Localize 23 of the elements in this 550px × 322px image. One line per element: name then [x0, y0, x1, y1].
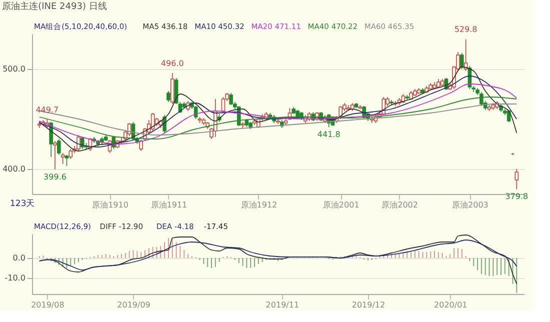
x-tick-label: 原油2002: [382, 200, 418, 210]
x-tick-label: 原油1911: [150, 200, 188, 210]
x-tick-label: 原油1912: [240, 200, 278, 210]
chart-title: 原油主连(INE 2493) 日线: [2, 1, 107, 12]
annotation: 441.8: [317, 130, 340, 140]
annotation: 449.7: [36, 105, 59, 114]
x-tick-label: 2019/08: [31, 300, 64, 310]
annotation: 496.0: [160, 59, 184, 68]
x-tick-label: 2020/01: [434, 300, 468, 310]
x-tick-label: 原油1910: [92, 200, 128, 210]
annotation: 529.8: [454, 25, 478, 34]
x-axis-title: 123天: [10, 198, 36, 209]
y-tick-label: 0.0: [12, 254, 26, 262]
x-tick-label: 原油2003: [452, 200, 488, 210]
y-tick-label: 400.0: [2, 164, 26, 174]
y-tick-label: -10.0: [4, 274, 26, 282]
annotation: 399.6: [44, 172, 66, 182]
x-tick-label: 2019/12: [352, 300, 386, 310]
x-tick-label: 原油2001: [322, 200, 360, 210]
y-tick-label: 500.0: [2, 64, 26, 74]
x-tick-label: 2019/09: [117, 300, 150, 310]
x-tick-label: 2019/11: [266, 300, 300, 310]
annotation: 379.8: [505, 192, 528, 202]
